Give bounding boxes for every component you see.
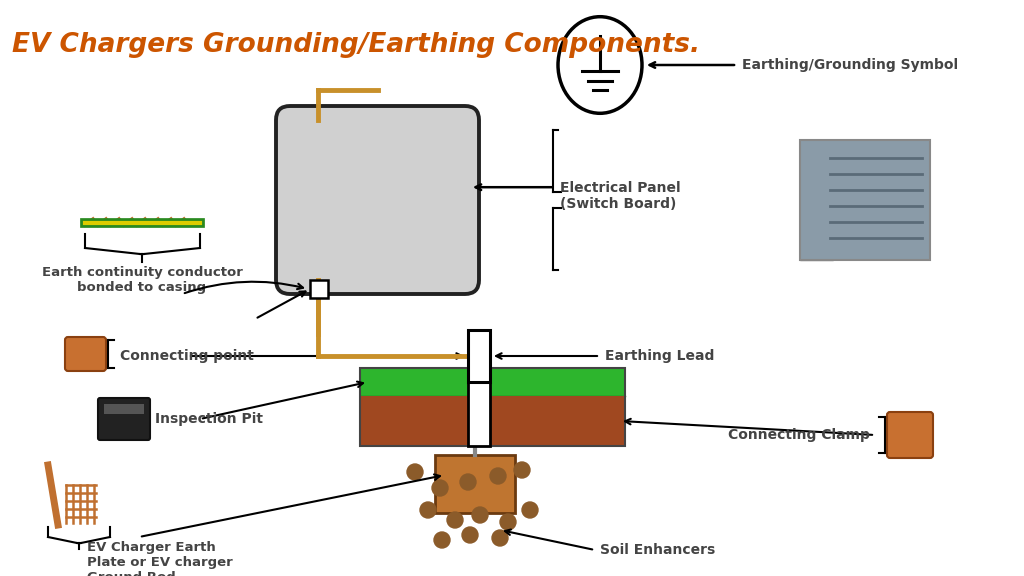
Bar (360, 368, 625, 446)
Text: Earthing Lead: Earthing Lead (605, 349, 715, 363)
Bar (360, 396, 625, 446)
Circle shape (472, 507, 488, 523)
Text: Earthing/Grounding Symbol: Earthing/Grounding Symbol (742, 58, 958, 72)
FancyBboxPatch shape (65, 337, 106, 371)
Bar (800, 140, 833, 260)
Circle shape (460, 474, 476, 490)
Text: Inspection Pit: Inspection Pit (155, 412, 263, 426)
FancyBboxPatch shape (98, 398, 150, 440)
Text: Connecting point: Connecting point (120, 349, 254, 363)
Bar (468, 368, 490, 446)
FancyBboxPatch shape (887, 412, 933, 458)
Circle shape (462, 527, 478, 543)
Text: Electrical Panel
(Switch Board): Electrical Panel (Switch Board) (560, 181, 681, 211)
Bar (435, 455, 515, 513)
Text: EV Chargers Grounding/Earthing Components.: EV Chargers Grounding/Earthing Component… (12, 32, 700, 58)
Circle shape (490, 468, 506, 484)
Bar (310, 280, 328, 298)
Bar (468, 330, 490, 382)
Circle shape (500, 514, 516, 530)
Circle shape (420, 502, 436, 518)
Circle shape (522, 502, 538, 518)
Bar (360, 368, 625, 396)
FancyBboxPatch shape (276, 106, 479, 294)
Circle shape (514, 462, 530, 478)
Text: Earth continuity conductor
bonded to casing: Earth continuity conductor bonded to cas… (42, 266, 243, 294)
Bar (104, 404, 144, 414)
Bar (800, 140, 930, 260)
Circle shape (492, 530, 508, 546)
Circle shape (447, 512, 463, 528)
Circle shape (434, 532, 450, 548)
Circle shape (407, 464, 423, 480)
Text: Connecting Clamp: Connecting Clamp (728, 428, 870, 442)
Text: Soil Enhancers: Soil Enhancers (600, 543, 715, 557)
Circle shape (432, 480, 449, 496)
Text: EV Charger Earth
Plate or EV charger
Ground Rod: EV Charger Earth Plate or EV charger Gro… (87, 541, 232, 576)
